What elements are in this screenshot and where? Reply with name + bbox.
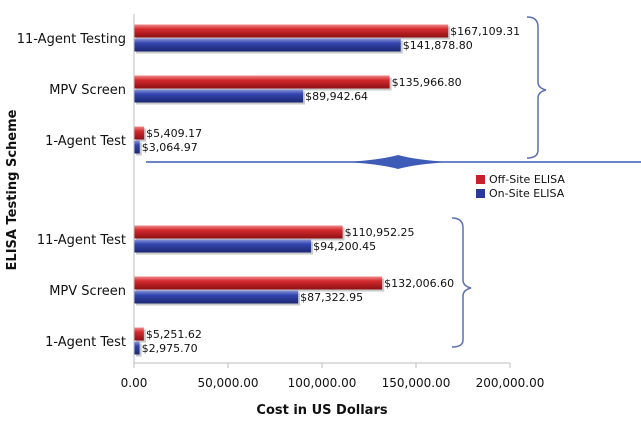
brace-bottom	[451, 217, 472, 348]
data-label-off-site: $132,006.60	[384, 277, 454, 290]
data-label-on-site: $94,200.45	[313, 240, 376, 253]
data-label-on-site: $141,878.80	[403, 39, 473, 52]
data-label-on-site: $87,322.95	[300, 291, 363, 304]
bar-off-site	[134, 327, 144, 341]
bar-on-site	[134, 290, 299, 304]
bar-on-site	[134, 341, 140, 355]
bar-on-site	[134, 239, 312, 253]
data-label-off-site: $135,966.80	[392, 76, 462, 89]
data-label-on-site: $3,064.97	[142, 141, 198, 154]
legend-label-off-site: Off-Site ELISA	[489, 173, 565, 186]
brace-top	[526, 16, 547, 159]
x-tick-label: 50,000.00	[197, 376, 258, 390]
bar-on-site	[134, 38, 401, 52]
bar-on-site	[134, 140, 140, 154]
data-label-off-site: $5,409.17	[146, 127, 202, 140]
data-label-off-site: $167,109.31	[450, 25, 520, 38]
category-label: MPV Screen	[49, 83, 126, 98]
x-tick-label: 0.00	[121, 376, 148, 390]
bar-off-site	[134, 225, 343, 239]
bar-on-site	[134, 89, 304, 103]
bar-off-site	[134, 126, 145, 140]
legend-swatch-off-site	[476, 175, 485, 184]
bars-layer	[134, 24, 451, 357]
category-label: 1-Agent Test	[45, 134, 126, 149]
bar-off-site	[134, 24, 449, 38]
category-label: MPV Screen	[49, 284, 126, 299]
category-label: 1-Agent Test	[45, 335, 126, 350]
legend: Off-Site ELISA On-Site ELISA	[476, 173, 565, 200]
x-tick-label: 100,000.00	[288, 376, 357, 390]
x-tick-label: 150,000.00	[382, 376, 451, 390]
bar-off-site	[134, 276, 383, 290]
data-label-off-site: $5,251.62	[146, 328, 202, 341]
category-label: 11-Agent Test	[37, 233, 126, 248]
x-axis-title: Cost in US Dollars	[256, 403, 387, 418]
x-ticks: 0.00 50,000.00 100,000.00 150,000.00 200,000…	[121, 363, 545, 390]
x-tick-label: 200,000.00	[476, 376, 545, 390]
legend-label-on-site: On-Site ELISA	[489, 187, 565, 200]
category-label: 11-Agent Testing	[17, 32, 126, 47]
data-label-on-site: $2,975.70	[142, 342, 198, 355]
data-label-off-site: $110,952.25	[345, 226, 415, 239]
labels-layer: 11-Agent Testing $167,109.31$141,878.80 MP…	[17, 25, 520, 355]
divider-diamond	[346, 155, 450, 169]
data-label-on-site: $89,942.64	[305, 90, 368, 103]
y-axis-title: ELISA Testing Scheme	[5, 109, 20, 270]
bar-off-site	[134, 75, 390, 89]
legend-swatch-on-site	[476, 189, 485, 198]
